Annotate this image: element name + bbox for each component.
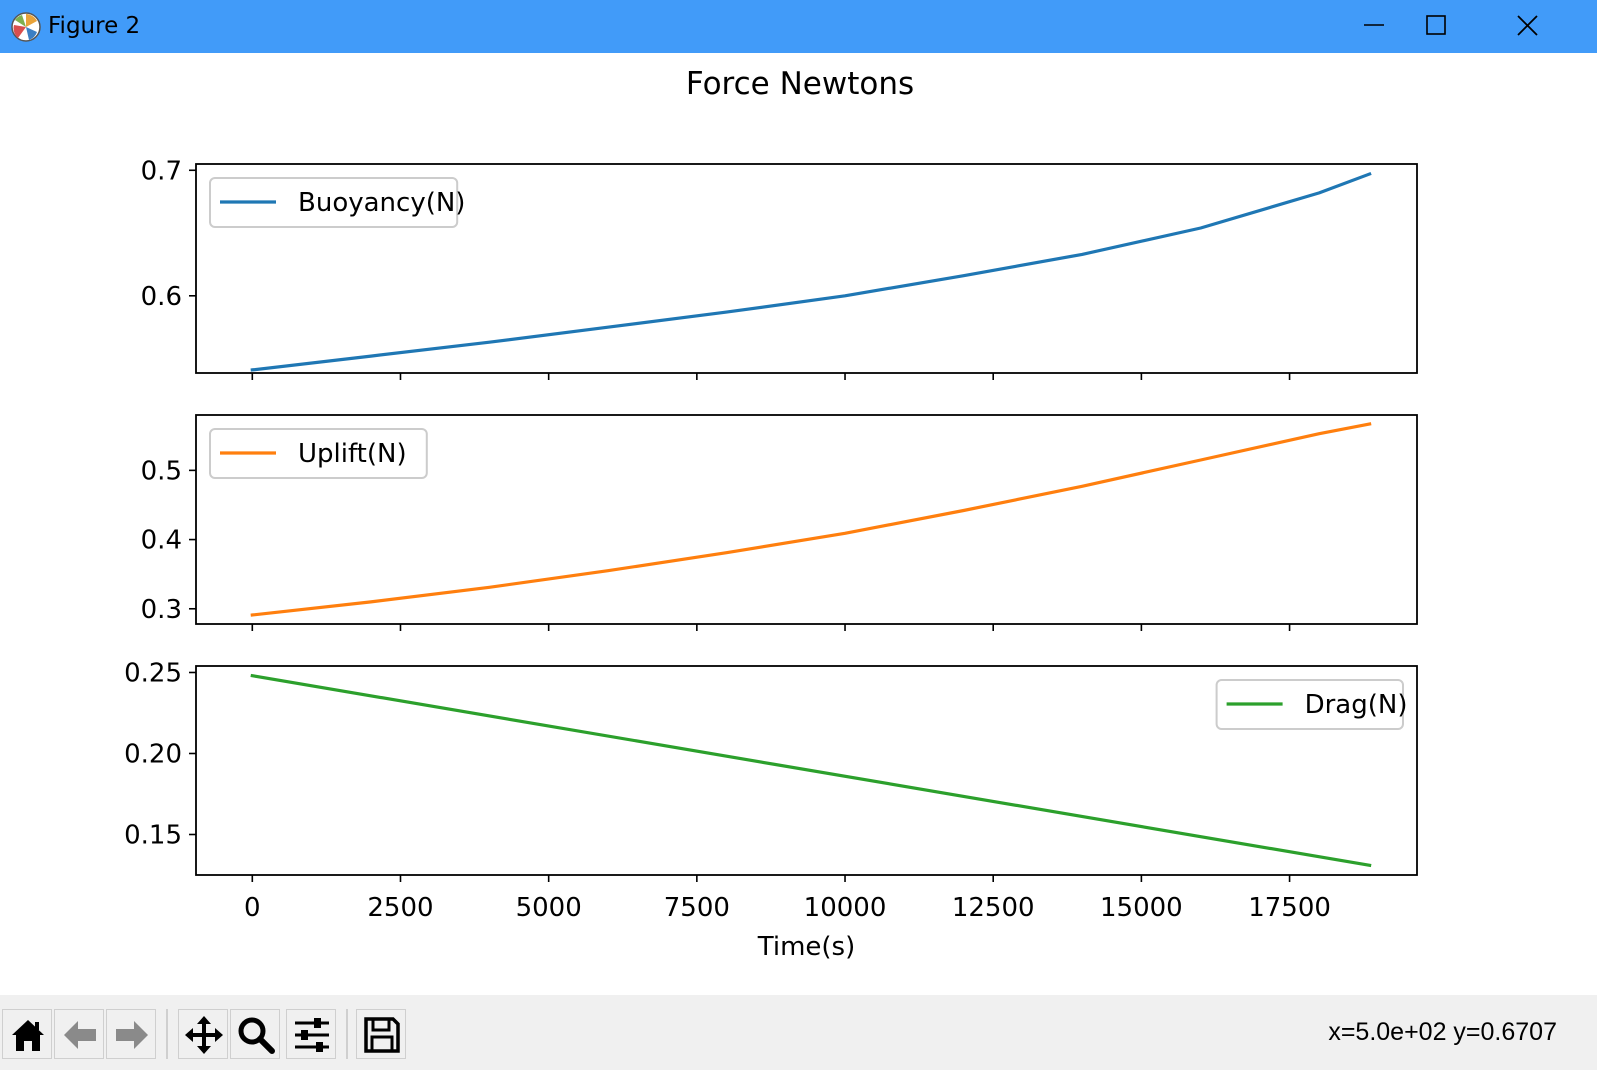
series-line-dragn	[250, 673, 1372, 868]
figure-title: Force Newtons	[685, 66, 915, 102]
title-bar: Figure 2	[0, 0, 1597, 53]
y-tick-label: 0.6	[141, 282, 182, 312]
legend-label: Uplift(N)	[298, 439, 407, 469]
pan-icon	[185, 1016, 223, 1054]
minimize-button[interactable]	[1328, 0, 1418, 53]
configure-subplots-icon	[295, 1018, 329, 1052]
back-icon	[64, 1021, 96, 1049]
pan-button[interactable]	[178, 1009, 228, 1059]
zoom-button[interactable]	[230, 1009, 280, 1059]
legend-box	[209, 177, 459, 228]
cursor-coordinates: x=5.0e+02 y=0.6707	[1328, 1018, 1557, 1046]
close-button[interactable]	[1507, 0, 1597, 53]
legend-box	[209, 428, 428, 479]
window-title: Figure 2	[48, 13, 141, 39]
maximize-button[interactable]	[1418, 0, 1508, 53]
legend-label: Drag(N)	[1305, 690, 1408, 720]
x-tick-label: 7500	[664, 893, 730, 923]
navigation-toolbar	[0, 995, 1597, 1070]
y-tick-label: 0.25	[124, 658, 182, 688]
forward-icon	[116, 1021, 148, 1049]
x-tick-label: 2500	[367, 893, 433, 923]
minimize-icon	[1364, 24, 1384, 26]
y-tick-label: 0.4	[141, 526, 182, 556]
home-button[interactable]	[2, 1009, 52, 1059]
y-tick-label: 0.7	[141, 156, 182, 186]
forward-button[interactable]	[106, 1009, 156, 1059]
maximize-icon	[1426, 15, 1446, 35]
x-tick-label: 17500	[1248, 893, 1331, 923]
toolbar-separator	[166, 1009, 168, 1059]
zoom-icon	[238, 1017, 275, 1054]
toolbar-separator	[346, 1009, 348, 1059]
y-tick-label: 0.5	[141, 456, 182, 486]
x-tick-label: 0	[244, 893, 261, 923]
y-tick-label: 0.15	[124, 820, 182, 850]
back-button[interactable]	[54, 1009, 104, 1059]
figure-canvas[interactable]: 0.6 0.7 Buoyancy(N) 0.3 0.4 0.5 Uplift(N) 0.15 0…	[0, 53, 1597, 995]
x-tick-label: 10000	[804, 893, 887, 923]
matplotlib-app-icon	[11, 12, 41, 42]
home-icon	[12, 1020, 44, 1051]
y-tick-label: 0.20	[124, 739, 182, 769]
save-button[interactable]	[356, 1009, 406, 1059]
axes-frame	[195, 414, 1418, 625]
x-tick-label: 5000	[516, 893, 582, 923]
y-tick-label: 0.3	[141, 595, 182, 625]
series-line-buoyancyn	[250, 171, 1372, 372]
axes-frame	[195, 163, 1418, 374]
configure-subplots-button[interactable]	[286, 1009, 336, 1059]
x-tick-label: 12500	[952, 893, 1035, 923]
save-icon	[364, 1017, 400, 1053]
series-line-upliftn	[250, 422, 1372, 617]
close-icon	[1517, 15, 1538, 36]
axes-frame	[195, 665, 1418, 876]
x-axis-label: Time(s)	[757, 932, 855, 962]
legend-label: Buoyancy(N)	[298, 188, 465, 218]
legend-box	[1215, 679, 1404, 730]
x-tick-label: 15000	[1100, 893, 1183, 923]
